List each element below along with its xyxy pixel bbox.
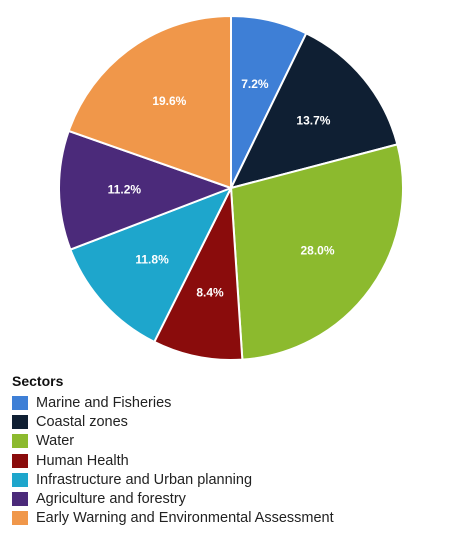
legend-item: Coastal zones [12,412,472,431]
slice-data-label: 7.2% [241,77,269,91]
pie-slice-water [229,143,404,361]
legend-item: Agriculture and forestry [12,489,472,508]
slice-data-label: 11.8% [135,253,169,267]
legend-items: Marine and Fisheries Coastal zones Water Hu… [12,393,472,528]
legend-item: Marine and Fisheries [12,393,472,412]
pie-slice-early-warning-and-environmental-assessment [67,14,232,190]
slice-data-label: 13.7% [296,113,330,127]
legend-label: Human Health [36,452,129,469]
legend-label: Agriculture and forestry [36,491,186,508]
pie-slice-infrastructure-and-urban-planning [69,186,234,344]
legend-swatch [12,434,28,449]
legend-swatch [12,492,28,507]
legend-swatch [12,395,28,410]
slice-data-label: 19.6% [152,94,186,108]
legend-item: Infrastructure and Urban planning [12,470,472,489]
slice-data-label: 8.4% [196,286,224,300]
slice-data-label: 28.0% [301,243,335,257]
pie-chart: 7.2% 13.7% 28.0% 8.4% 11.8% 11.2% 19.6% [58,14,404,361]
legend-item: Human Health [12,451,472,470]
legend-swatch [12,414,28,429]
pie-slice-human-health [152,184,244,361]
legend: Sectors Marine and Fisheries Coastal zone… [12,372,472,528]
legend-label: Early Warning and Environmental Assessme… [36,510,334,527]
legend-swatch [12,453,28,468]
pie-slice-agriculture-and-forestry [58,129,234,251]
legend-swatch [12,511,28,526]
pie-slice-coastal-zones [229,31,399,190]
legend-title: Sectors [12,373,64,389]
legend-item: Water [12,432,472,451]
legend-label: Marine and Fisheries [36,394,172,411]
slice-data-label: 11.2% [108,183,142,197]
legend-label: Coastal zones [36,413,128,430]
legend-item: Early Warning and Environmental Assessme… [12,509,472,528]
legend-label: Infrastructure and Urban planning [36,471,253,488]
legend-swatch [12,472,28,487]
pie-chart-svg: 7.2% 13.7% 28.0% 8.4% 11.8% 11.2% 19.6% [58,14,404,361]
legend-label: Water [36,433,75,450]
